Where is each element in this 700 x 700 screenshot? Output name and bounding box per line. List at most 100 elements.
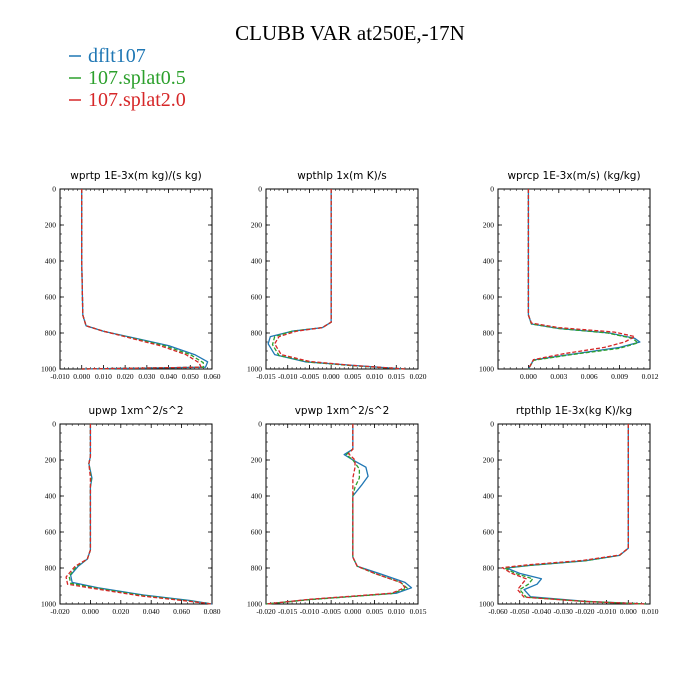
series-line-107-splat2-0 [265, 424, 406, 605]
y-tick-label: 600 [45, 528, 57, 537]
x-tick-label: 0.003 [550, 372, 567, 381]
y-tick-label: 800 [45, 329, 57, 338]
series-line-107-splat2-0 [527, 189, 636, 370]
y-tick-label: 600 [45, 293, 57, 302]
x-tick-label: 0.000 [82, 607, 99, 616]
x-tick-label: 0.000 [73, 372, 90, 381]
x-tick-label: -0.020 [50, 607, 70, 616]
y-tick-label: 200 [45, 456, 57, 465]
y-tick-label: 200 [45, 221, 57, 230]
y-tick-label: 400 [45, 492, 57, 501]
y-tick-label: 200 [483, 221, 495, 230]
legend-entry: dflt107 [88, 45, 146, 67]
x-tick-label: -0.010 [278, 372, 298, 381]
x-tick-label: 0.020 [410, 372, 427, 381]
y-tick-label: 0 [490, 185, 494, 194]
y-tick-label: 800 [251, 564, 263, 573]
y-tick-label: 600 [251, 528, 263, 537]
x-tick-label: 0.050 [182, 372, 199, 381]
x-tick-label: 0.060 [173, 607, 190, 616]
x-tick-label: -0.015 [256, 372, 276, 381]
legend-entry: 107.splat2.0 [88, 89, 186, 111]
y-tick-label: 1000 [41, 365, 56, 374]
panel-frame [497, 188, 651, 370]
x-tick-label: -0.005 [300, 372, 320, 381]
x-tick-label: 0.030 [138, 372, 155, 381]
x-tick-label: 0.060 [204, 372, 221, 381]
x-tick-label: -0.030 [553, 607, 573, 616]
series-line-107-splat0-5 [271, 189, 406, 370]
panel-title: rtpthlp 1E-3x(kg K)/kg [516, 405, 632, 417]
series-line-dflt107 [267, 189, 406, 370]
x-tick-label: 0.020 [117, 372, 134, 381]
x-tick-label: 0.006 [581, 372, 598, 381]
y-tick-label: 800 [483, 564, 495, 573]
y-tick-label: 600 [483, 293, 495, 302]
x-tick-label: 0.040 [160, 372, 177, 381]
y-tick-label: 600 [483, 528, 495, 537]
panel-frame [265, 423, 419, 605]
y-tick-label: 1000 [247, 365, 262, 374]
panel-title: wprcp 1E-3x(m/s) (kg/kg) [507, 170, 640, 182]
series-line-107-splat2-0 [274, 189, 406, 370]
panel-frame [59, 423, 213, 605]
panel-title: wpthlp 1x(m K)/s [297, 170, 387, 182]
y-tick-label: 400 [45, 257, 57, 266]
x-tick-label: -0.020 [256, 607, 276, 616]
panel-title: wprtp 1E-3x(m kg)/(s kg) [70, 170, 201, 182]
y-tick-label: 400 [251, 257, 263, 266]
series-line-dflt107 [265, 424, 413, 605]
x-tick-label: -0.015 [278, 607, 298, 616]
y-tick-label: 200 [483, 456, 495, 465]
x-tick-label: 0.009 [611, 372, 628, 381]
panel-2: wpthlp 1x(m K)/s02004006008001000-0.015-… [247, 170, 427, 381]
series-line-107-splat0-5 [503, 424, 646, 605]
panel-frame [265, 188, 419, 370]
series-line-107-splat2-0 [501, 424, 646, 605]
x-tick-label: 0.010 [388, 607, 405, 616]
x-tick-label: -0.020 [575, 607, 595, 616]
x-tick-label: 0.020 [112, 607, 129, 616]
series-line-dflt107 [69, 424, 213, 605]
x-tick-label: 0.000 [620, 607, 637, 616]
x-tick-label: 0.015 [388, 372, 405, 381]
y-tick-label: 400 [483, 492, 495, 501]
series-line-107-splat2-0 [81, 189, 202, 370]
x-tick-label: 0.000 [344, 607, 361, 616]
x-tick-label: -0.010 [300, 607, 320, 616]
y-tick-label: 0 [52, 185, 56, 194]
panel-3: wprcp 1E-3x(m/s) (kg/kg) 0 200 400 600 800 100… [479, 170, 659, 381]
series-line-107-splat0-5 [265, 424, 408, 605]
panels-grid: wprtp 1E-3x(m kg)/(s kg) 0 200 400 600 800 100… [41, 170, 659, 616]
y-tick-label: 1000 [247, 600, 262, 609]
series-line-107-splat0-5 [527, 189, 639, 370]
figure-title: CLUBB VAR at250E,-17N [235, 21, 465, 45]
y-tick-label: 1000 [479, 365, 494, 374]
x-tick-label: 0.010 [642, 607, 659, 616]
series-line-107-splat0-5 [81, 189, 204, 370]
panel-4: upwp 1xm^2/s^2 0 200 400 600 800 1000-0.020 0.0… [41, 405, 221, 616]
panel-title: vpwp 1xm^2/s^2 [295, 405, 390, 417]
panel-1: wprtp 1E-3x(m kg)/(s kg) 0 200 400 600 800 100… [41, 170, 221, 381]
x-tick-label: -0.050 [510, 607, 530, 616]
panel-title: upwp 1xm^2/s^2 [89, 405, 184, 417]
y-tick-label: 0 [258, 185, 262, 194]
y-tick-label: 1000 [41, 600, 56, 609]
x-tick-label: 0.015 [410, 607, 427, 616]
x-tick-label: 0.040 [143, 607, 160, 616]
x-tick-label: 0.005 [366, 607, 383, 616]
y-tick-label: 800 [483, 329, 495, 338]
y-tick-label: 400 [483, 257, 495, 266]
x-tick-label: 0.010 [366, 372, 383, 381]
y-tick-label: 400 [251, 492, 263, 501]
y-tick-label: 800 [45, 564, 57, 573]
y-tick-label: 800 [251, 329, 263, 338]
x-tick-label: -0.040 [532, 607, 552, 616]
y-tick-label: 0 [258, 420, 262, 429]
x-tick-label: 0.080 [204, 607, 221, 616]
panel-frame [497, 423, 651, 605]
x-tick-label: 0.000 [323, 372, 340, 381]
